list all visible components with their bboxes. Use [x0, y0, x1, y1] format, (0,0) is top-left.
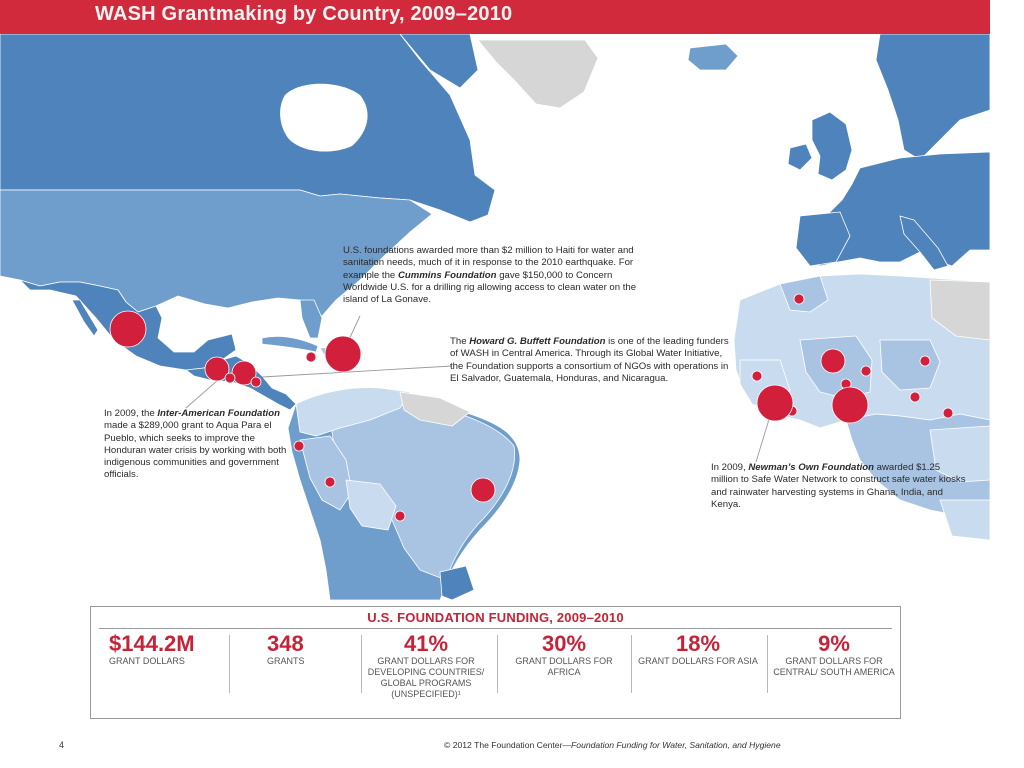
- callout-text: The: [450, 336, 470, 347]
- stat-developing-countries: 41% GRANT DOLLARS FOR DEVELOPING COUNTRI…: [367, 633, 485, 713]
- marker-mali: [820, 348, 846, 374]
- callout-text: In 2009,: [711, 462, 749, 473]
- stat-label: GRANT DOLLARS FOR ASIA: [638, 656, 758, 666]
- stat-grant-dollars: $144.2M GRANT DOLLARS: [109, 633, 229, 713]
- marker-haiti: [324, 335, 362, 373]
- stat-divider: [767, 635, 768, 693]
- panel-title: U.S. FOUNDATION FUNDING, 2009–2010: [367, 610, 624, 625]
- panel-divider: [99, 628, 892, 629]
- marker-jamaica: [305, 351, 317, 363]
- stat-value: 41%: [403, 631, 449, 656]
- marker-el-salvador: [224, 372, 236, 384]
- callout-org-name: Howard G. Buffett Foundation: [469, 336, 606, 347]
- stat-divider: [497, 635, 498, 693]
- callout-inter-american: In 2009, the Inter-American Foundation m…: [104, 408, 294, 482]
- callout-text: gave $150,000 to Concern Worldwide U.S. …: [343, 269, 637, 306]
- grant-markers: [109, 293, 954, 522]
- region-greenland: [477, 39, 599, 109]
- callout-text: awarded $1.25 million to Safe Water Netw…: [711, 462, 966, 510]
- marker-ghana: [831, 386, 869, 424]
- marker-brazil: [470, 477, 496, 503]
- stat-divider: [631, 635, 632, 693]
- stat-label: GRANT DOLLARS FOR AFRICA: [515, 656, 613, 677]
- stat-value: $144.2M: [109, 631, 195, 656]
- callout-text: is one of the leading funders of WASH in…: [450, 336, 729, 384]
- marker-burkina-faso: [909, 391, 921, 403]
- title-banner: WASH Grantmaking by Country, 2009–2010: [0, 0, 990, 34]
- stat-divider: [229, 635, 230, 693]
- callout-org-name: Cummins Foundation: [397, 269, 497, 281]
- callout-text: In 2009, the: [104, 408, 158, 419]
- stat-label: GRANT DOLLARS FOR CENTRAL/ SOUTH AMERICA: [773, 656, 895, 677]
- stat-divider: [361, 635, 362, 693]
- stat-label: GRANT DOLLARS FOR DEVELOPING COUNTRIES/ …: [367, 656, 485, 699]
- page-title: WASH Grantmaking by Country, 2009–2010: [95, 3, 513, 25]
- marker-ecuador: [293, 440, 305, 452]
- callout-haiti: U.S. foundations awarded more than $2 mi…: [343, 245, 658, 306]
- callout-text: U.S. foundations awarded more than $2 mi…: [343, 245, 634, 281]
- marker-bolivia: [394, 510, 406, 522]
- stat-value: 9%: [818, 631, 850, 656]
- funding-summary-panel: U.S. FOUNDATION FUNDING, 2009–2010 $144.…: [90, 606, 901, 719]
- copyright-text: © 2012 The Foundation Center—: [444, 740, 572, 750]
- stat-value: 348: [267, 631, 304, 656]
- stat-africa: 30% GRANT DOLLARS FOR AFRICA: [503, 633, 625, 713]
- marker-mexico: [109, 310, 147, 348]
- page-number: 4: [59, 740, 65, 750]
- marker-niger: [919, 355, 931, 367]
- stat-central-south-america: 9% GRANT DOLLARS FOR CENTRAL/ SOUTH AMER…: [773, 633, 895, 713]
- stat-asia: 18% GRANT DOLLARS FOR ASIA: [637, 633, 759, 713]
- stat-value: 30%: [541, 631, 587, 656]
- marker-guatemala: [204, 356, 230, 382]
- callout-org-name: Newman’s Own Foundation: [748, 462, 874, 473]
- callout-buffett: The Howard G. Buffett Foundation is one …: [450, 336, 735, 385]
- marker-nicaragua: [250, 376, 262, 388]
- marker-cameroon: [860, 365, 872, 377]
- stat-label: GRANTS: [267, 656, 305, 666]
- callout-newmans-own: In 2009, Newman’s Own Foundation awarded…: [711, 462, 966, 511]
- marker-sierra-leone: [756, 384, 794, 422]
- publication-title: Foundation Funding for Water, Sanitation…: [571, 740, 781, 750]
- stat-label: GRANT DOLLARS: [109, 656, 185, 666]
- marker-morocco: [793, 293, 805, 305]
- footer-credit: © 2012 The Foundation Center—Foundation …: [444, 740, 781, 750]
- marker-senegal: [751, 370, 763, 382]
- callout-org-name: Inter-American Foundation: [157, 408, 280, 419]
- stat-grants: 348 GRANTS: [267, 633, 357, 713]
- marker-peru: [324, 476, 336, 488]
- stat-value: 18%: [675, 631, 721, 656]
- callout-text: made a $289,000 grant to Aqua Para el Pu…: [104, 420, 287, 481]
- marker-nigeria: [942, 407, 954, 419]
